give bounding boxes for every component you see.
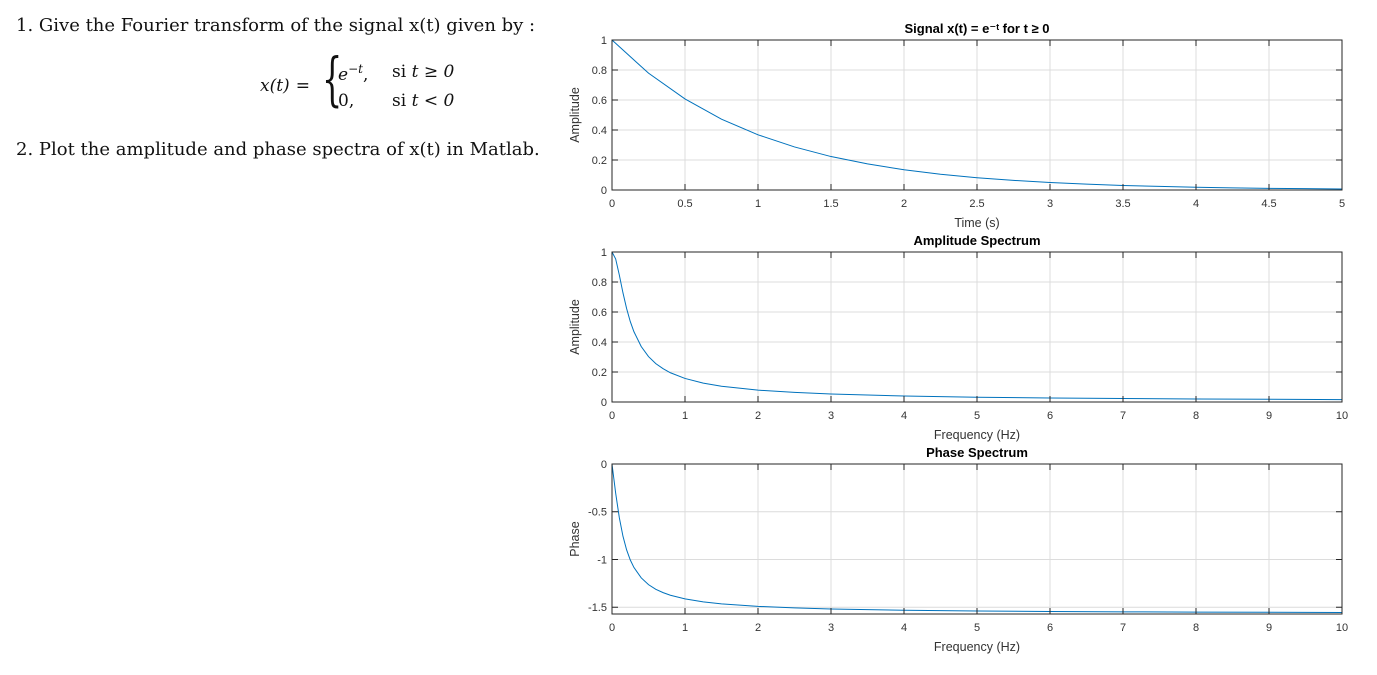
subplot-2: 0 1 2 3 4 5 6 7 8 9 10 0 0.2 0.4 0.6 0.8 1 Amplitude Spec… xyxy=(568,233,1348,442)
x-tick-label: 4.5 xyxy=(1261,198,1276,210)
y-tick-label: 0.6 xyxy=(592,307,607,319)
x-tick-label: 8 xyxy=(1193,622,1199,634)
left-brace: { xyxy=(322,45,343,113)
x-tick-label: 1.5 xyxy=(823,198,838,210)
x-tick-label: 2 xyxy=(755,622,761,634)
x-tick-label: 3.5 xyxy=(1115,198,1130,210)
x-tick-label: 3 xyxy=(828,622,834,634)
equation-equals-sign: = xyxy=(295,76,310,96)
x-tick-label: 2.5 xyxy=(969,198,984,210)
y-tick-label: 1 xyxy=(601,35,607,47)
equation-lhs: x(t) = xyxy=(260,76,310,96)
x-tick-label: 7 xyxy=(1120,410,1126,422)
chart-title: Amplitude Spectrum xyxy=(913,233,1040,248)
x-tick-label: 5 xyxy=(974,622,980,634)
x-tick-label: 0 xyxy=(609,410,615,422)
x-tick-label: 5 xyxy=(974,410,980,422)
case2-condition: si t < 0 xyxy=(392,91,454,111)
question-1: 1. Give the Fourier transform of the sig… xyxy=(16,15,536,36)
y-tick-label: 0.2 xyxy=(592,155,607,167)
x-tick-label: 1 xyxy=(682,410,688,422)
case2-cond-expr: t < 0 xyxy=(411,91,455,111)
x-tick-label: 4 xyxy=(901,622,907,634)
x-tick-label: 0 xyxy=(609,622,615,634)
question-2: 2. Plot the amplitude and phase spectra … xyxy=(16,139,540,160)
y-tick-label: 0.8 xyxy=(592,65,607,77)
y-axis-label: Amplitude xyxy=(568,299,582,355)
y-tick-label: 0 xyxy=(601,459,607,471)
x-axis-label: Frequency (Hz) xyxy=(934,428,1020,442)
x-tick-label: 10 xyxy=(1336,410,1348,422)
y-tick-label: 0.8 xyxy=(592,277,607,289)
subplot-1: 0 0.5 1 1.5 2 2.5 3 3.5 4 4.5 5 0 0.2 0.4 0.6 0.8 1 Signa… xyxy=(568,21,1345,230)
y-tick-label: 0 xyxy=(601,185,607,197)
x-tick-label: 9 xyxy=(1266,410,1272,422)
x-tick-label: 3 xyxy=(1047,198,1053,210)
x-tick-label: 7 xyxy=(1120,622,1126,634)
y-tick-label: 0.4 xyxy=(592,125,607,137)
piecewise-equation: x(t) = { e−t, si t ≥ 0 0, si t < 0 xyxy=(255,50,515,120)
y-tick-label: -0.5 xyxy=(588,507,607,519)
chart-title: Phase Spectrum xyxy=(926,445,1028,460)
case1-expression: e−t, xyxy=(338,62,369,85)
x-tick-label: 2 xyxy=(901,198,907,210)
case1-condition: si t ≥ 0 xyxy=(392,62,454,82)
x-tick-label: 1 xyxy=(682,622,688,634)
series-line xyxy=(611,39,1343,190)
x-tick-label: 4 xyxy=(1193,198,1199,210)
x-axis-label: Frequency (Hz) xyxy=(934,640,1020,654)
y-tick-label: 0.2 xyxy=(592,367,607,379)
x-tick-label: 0 xyxy=(609,198,615,210)
y-tick-label: 1 xyxy=(601,247,607,259)
y-tick-label: -1 xyxy=(597,554,607,566)
y-tick-label: 0.4 xyxy=(592,337,607,349)
x-tick-label: 2 xyxy=(755,410,761,422)
x-tick-label: 5 xyxy=(1339,198,1345,210)
case2-cond-prefix: si xyxy=(392,91,407,111)
y-tick-label: -1.5 xyxy=(588,602,607,614)
case1-cond-prefix: si xyxy=(392,62,407,82)
case1-cond-expr: t ≥ 0 xyxy=(411,62,455,82)
x-tick-label: 8 xyxy=(1193,410,1199,422)
equation-lhs-symbol: x(t) xyxy=(260,76,290,96)
x-tick-label: 0.5 xyxy=(677,198,692,210)
x-tick-label: 10 xyxy=(1336,622,1348,634)
x-tick-label: 4 xyxy=(901,410,907,422)
problem-statement: 1. Give the Fourier transform of the sig… xyxy=(0,0,560,675)
y-axis-label: Amplitude xyxy=(568,87,582,143)
x-tick-label: 9 xyxy=(1266,622,1272,634)
case2-expression: 0, xyxy=(338,91,355,111)
x-axis-label: Time (s) xyxy=(954,216,999,230)
y-tick-label: 0.6 xyxy=(592,95,607,107)
chart-title: Signal x(t) = e⁻ᵗ for t ≥ 0 xyxy=(904,21,1049,36)
x-tick-label: 6 xyxy=(1047,410,1053,422)
case1-base: e xyxy=(338,65,349,85)
subplot-3: 0 1 2 3 4 5 6 7 8 9 10 -1.5 -1 -0.5 0 Phase Spectrum Fre… xyxy=(568,445,1348,654)
y-axis-label: Phase xyxy=(568,521,582,556)
y-tick-label: 0 xyxy=(601,397,607,409)
x-tick-label: 3 xyxy=(828,410,834,422)
x-tick-label: 1 xyxy=(755,198,761,210)
case1-exponent: −t xyxy=(348,62,363,76)
x-tick-label: 6 xyxy=(1047,622,1053,634)
